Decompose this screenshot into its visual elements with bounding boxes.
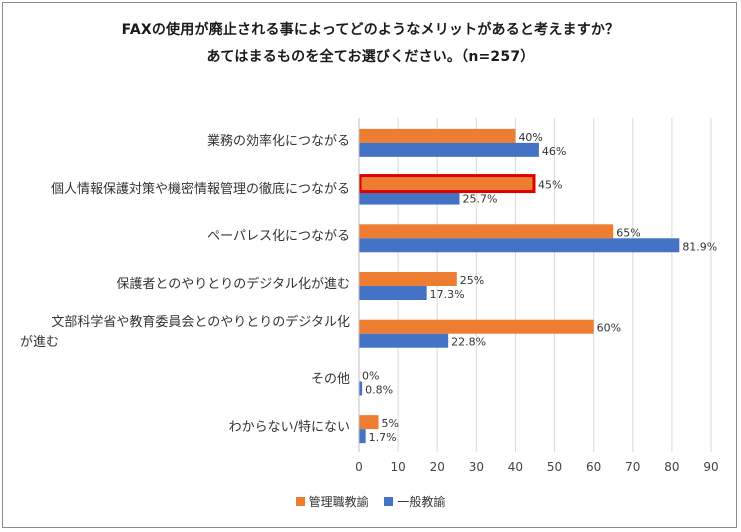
- bar-series-0: [359, 224, 614, 239]
- chart-title-line-1: FAXの使用が廃止される事によってどのようなメリットがあると考えますか？: [121, 22, 620, 38]
- legend-item-series-0: 管理職教諭: [295, 493, 369, 510]
- x-tick-label: 60: [586, 460, 601, 474]
- bar-series-0: [359, 319, 594, 334]
- x-tick-label: 50: [547, 460, 562, 474]
- category-label: 文部科学省や教育委員会とのやりとりのデジタル化: [51, 314, 350, 330]
- bar-series-1: [359, 190, 460, 205]
- legend-swatch-series-1: [384, 497, 394, 506]
- legend-swatch-series-0: [295, 497, 305, 506]
- category-label: 業務の効率化につながる: [206, 133, 350, 149]
- bar-series-0: [359, 272, 457, 286]
- x-tick-label: 90: [703, 460, 718, 474]
- data-label-series-0: 0%: [362, 369, 379, 382]
- data-label-series-1: 22.8%: [451, 336, 486, 349]
- bar-series-0: [359, 415, 379, 430]
- category-label: ペーパレス化につながる: [207, 229, 350, 245]
- category-label: 個人情報保護対策や機密情報管理の徹底につながる: [50, 181, 350, 197]
- category-label: その他: [310, 372, 350, 388]
- legend-label-series-0: 管理職教諭: [308, 495, 369, 509]
- x-tick-label: 80: [664, 460, 679, 474]
- data-label-series-0: 45%: [538, 179, 562, 192]
- x-tick-label: 20: [430, 460, 445, 474]
- data-label-series-0: 5%: [382, 417, 399, 430]
- category-label: わからない/特にない: [228, 420, 350, 436]
- bar-series-1: [359, 142, 539, 157]
- x-tick-label: 70: [625, 460, 640, 474]
- x-tick-label: 10: [390, 460, 405, 474]
- bar-series-0: [359, 176, 535, 191]
- data-label-series-0: 60%: [597, 322, 621, 335]
- x-tick-label: 0: [355, 460, 363, 474]
- data-label-series-0: 25%: [460, 274, 484, 287]
- bar-series-1: [359, 429, 366, 444]
- data-label-series-1: 17.3%: [430, 288, 465, 301]
- x-tick-label: 30: [469, 460, 484, 474]
- legend: 管理職教諭 一般教諭: [0, 493, 741, 510]
- data-label-series-0: 65%: [616, 226, 640, 239]
- data-label-series-1: 46%: [542, 145, 566, 158]
- category-label: 保護者とのやりとりのデジタル化が進む: [116, 277, 350, 292]
- x-tick-label: 40: [508, 460, 523, 474]
- data-label-series-1: 81.9%: [682, 240, 717, 253]
- data-label-series-1: 0.8%: [365, 383, 393, 396]
- chart-title-line-2: あてはまるものを全てお選びください。（n=257）: [206, 49, 535, 65]
- bar-series-1: [359, 286, 427, 300]
- legend-item-series-1: 一般教諭: [384, 493, 445, 510]
- data-label-series-1: 1.7%: [369, 431, 397, 444]
- bar-series-1: [359, 381, 363, 396]
- bar-series-0: [359, 128, 516, 143]
- data-label-series-0: 40%: [518, 131, 542, 144]
- data-label-series-1: 25.7%: [463, 193, 498, 206]
- highlight-box: [358, 174, 536, 194]
- legend-label-series-1: 一般教諭: [397, 495, 446, 509]
- bar-series-1: [359, 238, 680, 253]
- category-label: が進む: [20, 334, 60, 350]
- bar-series-1: [359, 333, 449, 348]
